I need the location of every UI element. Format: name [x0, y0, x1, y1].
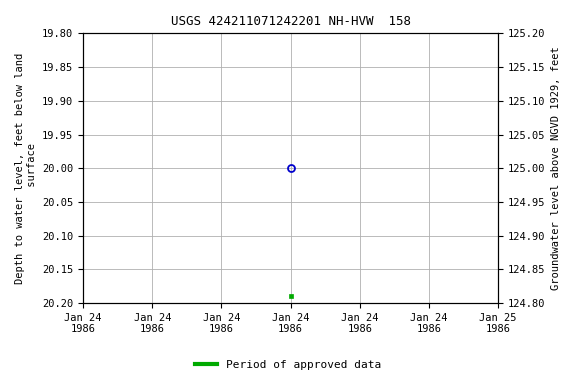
Y-axis label: Groundwater level above NGVD 1929, feet: Groundwater level above NGVD 1929, feet [551, 46, 561, 290]
Title: USGS 424211071242201 NH-HVW  158: USGS 424211071242201 NH-HVW 158 [170, 15, 411, 28]
Y-axis label: Depth to water level, feet below land
 surface: Depth to water level, feet below land su… [15, 53, 37, 284]
Legend: Period of approved data: Period of approved data [191, 356, 385, 375]
